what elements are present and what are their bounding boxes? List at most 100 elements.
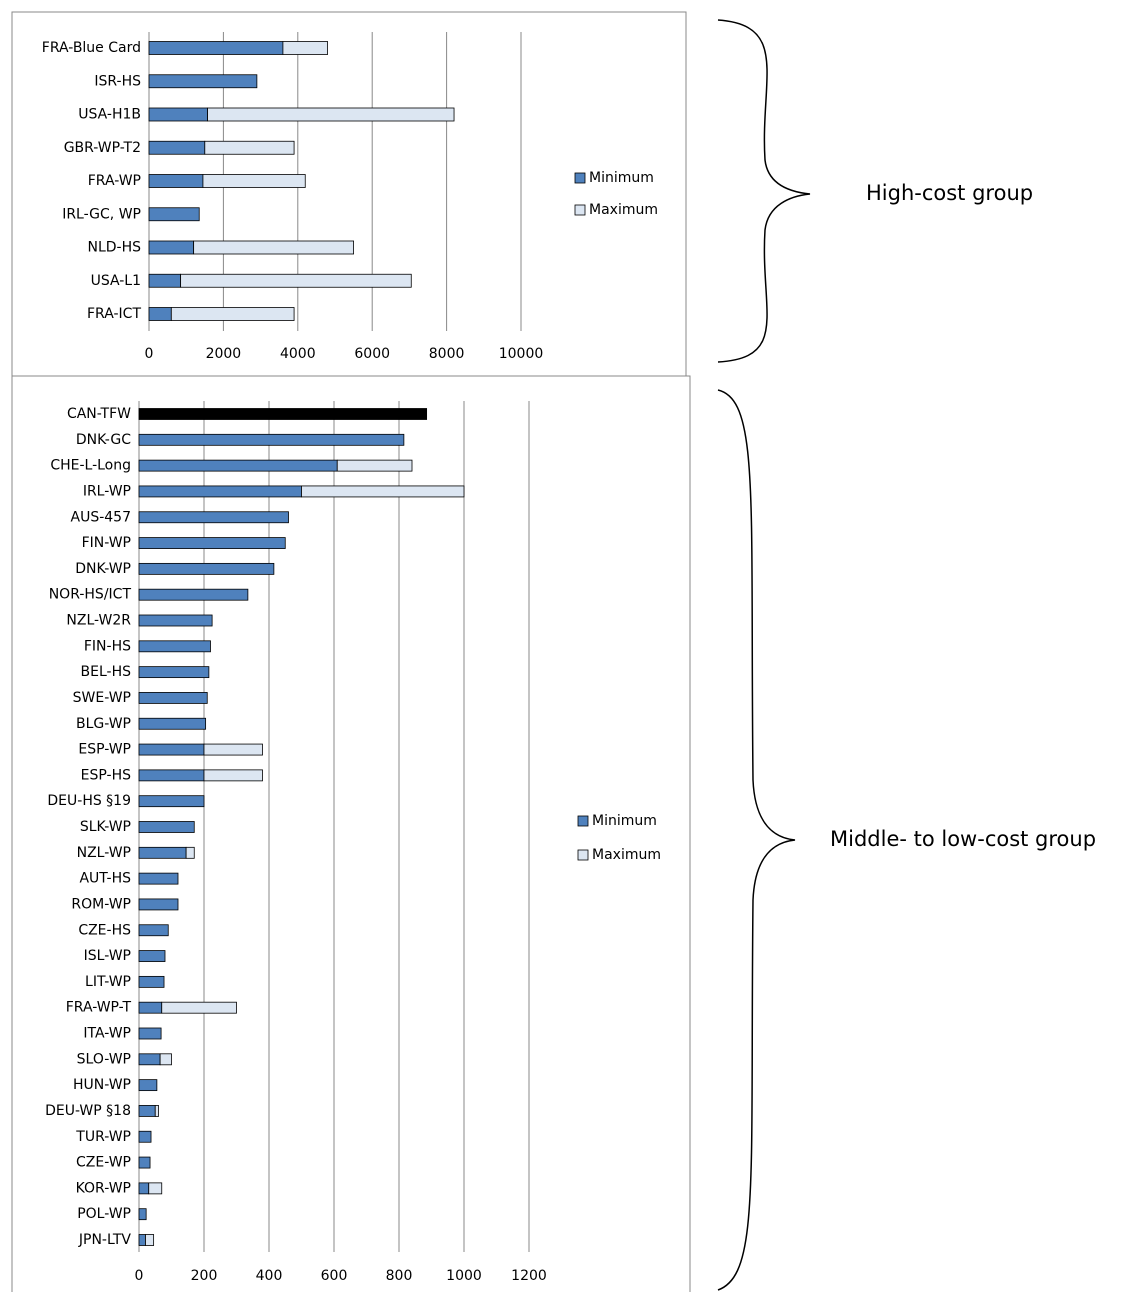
- y-tick-label: GBR-WP-T2: [64, 140, 141, 156]
- bar-segment: [148, 207, 200, 222]
- bar-segment: [180, 273, 412, 288]
- chart-frame: [11, 11, 687, 377]
- y-tick-label: DEU-WP §18: [45, 1103, 131, 1119]
- y-tick-label: DNK-WP: [75, 561, 131, 577]
- bar-segment: [138, 537, 286, 549]
- brace: [717, 19, 811, 363]
- bar-segment: [138, 846, 187, 859]
- bar-segment: [138, 511, 289, 524]
- x-tick-label: 1200: [511, 1268, 547, 1284]
- bar-segment: [148, 74, 258, 89]
- x-tick-label: 600: [321, 1268, 348, 1284]
- bar-segment: [138, 1156, 151, 1169]
- bar-segment: [138, 408, 428, 420]
- legend-label: Maximum: [589, 202, 658, 218]
- bar-segment: [138, 1234, 146, 1246]
- y-tick-label: JPN-LTV: [78, 1232, 132, 1248]
- y-tick-label: BEL-HS: [81, 664, 132, 680]
- bar-segment: [138, 1105, 156, 1117]
- y-tick-label: HUN-WP: [73, 1077, 131, 1093]
- y-tick-label: ROM-WP: [71, 896, 131, 912]
- y-tick-label: NZL-W2R: [66, 613, 131, 629]
- bar-segment: [138, 898, 179, 911]
- y-tick-label: NOR-HS/ICT: [49, 587, 132, 603]
- x-tick-label: 8000: [429, 346, 465, 362]
- y-tick-label: FRA-Blue Card: [42, 40, 141, 56]
- y-tick-label: ITA-WP: [83, 1026, 131, 1042]
- y-tick-label: FIN-HS: [84, 638, 131, 654]
- bar-segment: [203, 769, 263, 782]
- y-tick-label: BLG-WP: [76, 716, 131, 732]
- bar-segment: [202, 174, 306, 188]
- bar-segment: [170, 307, 295, 321]
- y-tick-label: AUT-HS: [79, 871, 131, 887]
- bar-segment: [138, 588, 249, 601]
- y-tick-label: USA-H1B: [78, 107, 141, 123]
- x-tick-label: 400: [256, 1268, 283, 1284]
- bar-segment: [138, 1208, 147, 1221]
- bar-segment: [138, 743, 205, 756]
- y-tick-label: CZE-WP: [76, 1155, 131, 1171]
- y-tick-label: NLD-HS: [87, 240, 141, 256]
- x-tick-label: 200: [191, 1268, 218, 1284]
- bar-segment: [161, 1001, 237, 1014]
- y-tick-label: FIN-WP: [82, 535, 131, 551]
- bar-segment: [207, 107, 455, 122]
- bar-segment: [138, 717, 207, 730]
- y-tick-label: SLO-WP: [77, 1051, 131, 1067]
- legend-swatch: [577, 849, 589, 861]
- bar-segment: [148, 140, 206, 155]
- legend-label: Maximum: [592, 847, 661, 863]
- y-tick-label: LIT-WP: [85, 974, 131, 990]
- bar-segment: [185, 846, 195, 859]
- y-tick-label: POL-WP: [77, 1206, 131, 1222]
- bar-segment: [336, 459, 413, 472]
- y-tick-label: SLK-WP: [80, 819, 131, 835]
- y-tick-label: DEU-HS §19: [47, 793, 131, 809]
- bar-segment: [138, 872, 179, 885]
- y-tick-label: FRA-WP-T: [66, 1000, 132, 1016]
- bar-segment: [138, 1053, 161, 1066]
- y-tick-label: FRA-ICT: [87, 306, 141, 322]
- bar-segment: [148, 107, 208, 122]
- bar-segment: [138, 485, 302, 498]
- bar-segment: [138, 821, 195, 833]
- x-tick-label: 4000: [280, 346, 316, 362]
- y-tick-label: ESP-HS: [81, 767, 131, 783]
- y-tick-label: SWE-WP: [73, 690, 131, 706]
- bar-segment: [159, 1053, 172, 1066]
- x-tick-label: 0: [145, 346, 154, 362]
- legend-swatch: [577, 815, 589, 827]
- bar-segment: [138, 950, 166, 962]
- bar-segment: [204, 140, 295, 155]
- bar-segment: [145, 1234, 155, 1246]
- bar-segment: [138, 975, 165, 988]
- y-tick-label: ISL-WP: [84, 948, 131, 964]
- x-tick-label: 800: [386, 1268, 413, 1284]
- y-tick-label: FRA-WP: [88, 173, 141, 189]
- y-tick-label: ESP-WP: [78, 742, 131, 758]
- x-tick-label: 0: [135, 1268, 144, 1284]
- x-tick-label: 10000: [499, 346, 544, 362]
- y-tick-label: ISR-HS: [94, 73, 141, 89]
- brace: [717, 389, 796, 1291]
- bar-segment: [138, 1079, 158, 1092]
- y-tick-label: CZE-HS: [78, 922, 131, 938]
- bar-segment: [148, 307, 172, 321]
- bar-segment: [148, 240, 195, 255]
- bar-segment: [148, 174, 204, 188]
- bar-segment: [138, 924, 169, 937]
- y-tick-label: IRL-WP: [83, 483, 131, 499]
- bar-segment: [154, 1105, 159, 1117]
- bar-segment: [138, 459, 338, 472]
- bar-segment: [138, 666, 210, 679]
- bar-segment: [148, 1182, 163, 1195]
- bar-segment: [138, 433, 405, 446]
- y-tick-label: NZL-WP: [77, 845, 131, 861]
- legend-label: Minimum: [592, 813, 657, 829]
- legend-swatch: [574, 172, 586, 184]
- bar-segment: [193, 240, 355, 255]
- x-tick-label: 6000: [354, 346, 390, 362]
- bar-segment: [138, 614, 213, 627]
